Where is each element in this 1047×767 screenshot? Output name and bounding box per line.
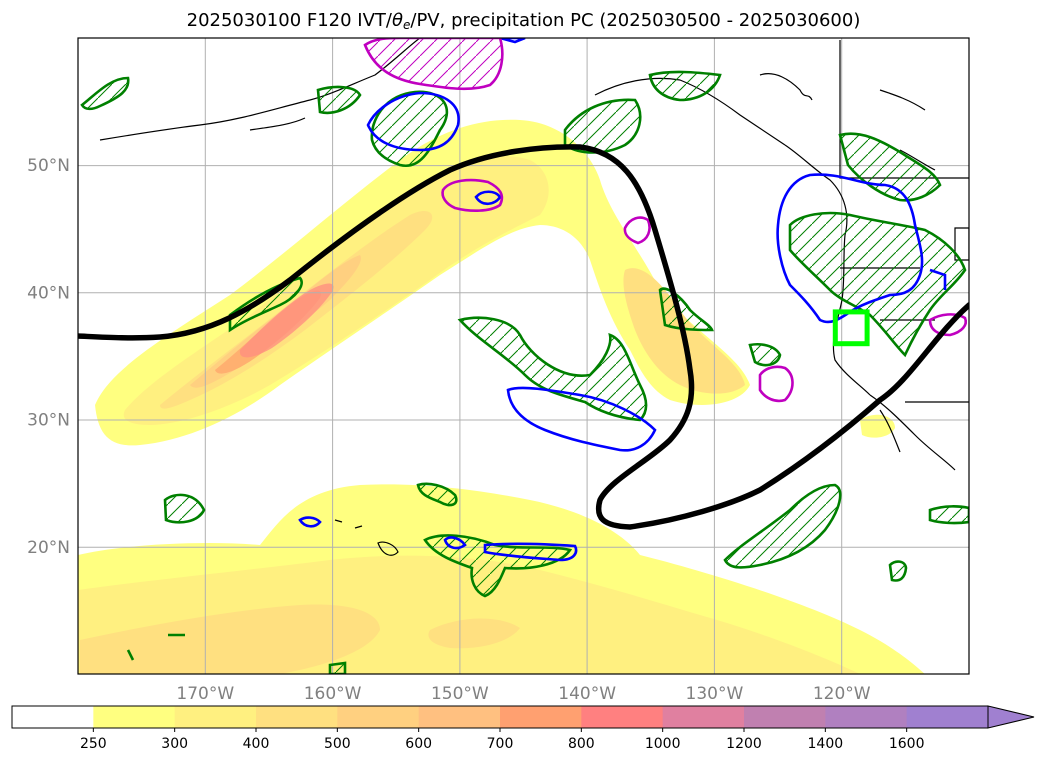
colorbar-level-label: 250 <box>80 736 107 752</box>
lon-tick-label: 120°W <box>813 684 871 704</box>
green-precip-contours <box>80 70 969 674</box>
colorbar-level-label: 1000 <box>645 736 681 752</box>
lat-tick-label: 30°N <box>27 411 70 431</box>
target-region-box <box>832 309 870 347</box>
colorbar-level-label: 800 <box>568 736 595 752</box>
lon-tick-label: 160°W <box>304 684 362 704</box>
colorbar-level-label: 700 <box>487 736 514 752</box>
lat-tick-label: 50°N <box>27 156 70 176</box>
colorbar-segment <box>337 706 420 728</box>
map-frame <box>77 37 970 675</box>
colorbar-segment <box>174 706 257 728</box>
lon-tick-label: 130°W <box>686 684 744 704</box>
ivt-shading <box>78 119 925 674</box>
colorbar-segment <box>906 706 989 728</box>
colorbar: 250 300 400 500 600 700 800 1000 1200 1400 1600 <box>11 705 1035 752</box>
colorbar-segment <box>744 706 826 728</box>
gridlines <box>78 38 969 674</box>
lon-tick-label: 170°W <box>176 684 234 704</box>
colorbar-extend-arrow <box>987 705 1035 729</box>
colorbar-level-label: 500 <box>324 736 351 752</box>
longitude-labels: 170°W 160°W 150°W 140°W 130°W 120°W <box>176 684 870 704</box>
colorbar-level-label: 600 <box>405 736 432 752</box>
colorbar-segment <box>581 706 664 728</box>
lat-tick-label: 40°N <box>27 283 70 303</box>
colorbar-segment <box>256 706 338 728</box>
colorbar-level-label: 300 <box>161 736 188 752</box>
colorbar-segment <box>12 706 94 728</box>
colorbar-segment <box>93 706 176 728</box>
colorbar-level-label: 1200 <box>726 736 762 752</box>
latitude-labels: 20°N 30°N 40°N 50°N <box>27 156 70 558</box>
colorbar-segment <box>500 706 582 728</box>
lat-tick-label: 20°N <box>27 538 70 558</box>
colorbar-segment <box>418 706 501 728</box>
colorbar-level-label: 1600 <box>889 736 925 752</box>
colorbar-segment <box>662 706 745 728</box>
pv-contour-line <box>78 144 969 530</box>
colorbar-level-label: 1400 <box>808 736 844 752</box>
map-area <box>78 38 969 674</box>
lon-tick-label: 140°W <box>558 684 616 704</box>
colorbar-segment <box>825 706 908 728</box>
map-title: 2025030100 F120 IVT/θe/PV, precipitation… <box>186 10 861 32</box>
lon-tick-label: 150°W <box>431 684 489 704</box>
colorbar-level-label: 400 <box>243 736 270 752</box>
blue-contours <box>298 38 947 562</box>
